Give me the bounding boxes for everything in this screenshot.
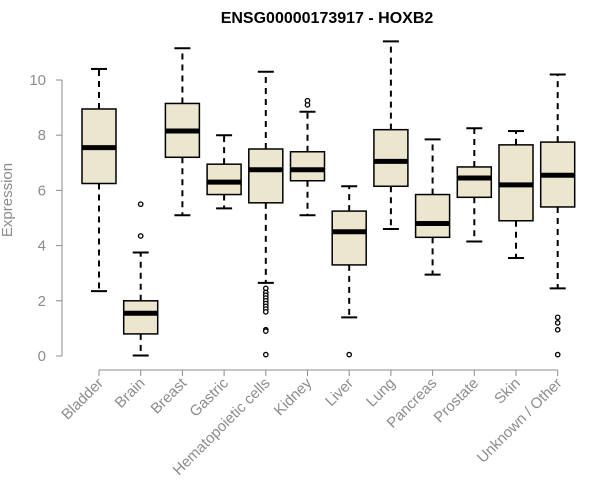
outlier-point [304, 97, 311, 104]
x-tick-label: Prostate [431, 375, 483, 427]
chart-title: ENSG00000173917 - HOXB2 [221, 10, 434, 27]
outlier-point [137, 201, 144, 208]
outlier-point [137, 233, 144, 239]
x-tick-label: Liver [322, 375, 357, 410]
x-tick-label: Breast [148, 374, 191, 417]
box-1 [122, 201, 159, 357]
box-iqr [331, 210, 367, 266]
outlier-point [554, 351, 561, 358]
box-5 [289, 97, 326, 217]
box-7 [373, 40, 409, 231]
x-tick-label: Brain [112, 375, 149, 412]
y-tick-label: 10 [29, 72, 46, 89]
y-tick-label: 8 [38, 127, 46, 144]
boxes-group [81, 40, 576, 358]
outlier-point [554, 320, 561, 326]
box-9 [456, 127, 493, 243]
box-iqr [206, 163, 242, 196]
y-tick-label: 0 [38, 348, 46, 365]
box-iqr [373, 128, 409, 188]
box-4 [248, 70, 284, 358]
y-tick-label: 2 [38, 293, 46, 310]
x-tick-label: Lung [363, 375, 399, 411]
box-10 [498, 130, 534, 260]
box-3 [206, 134, 242, 210]
box-8 [414, 138, 451, 276]
outlier-point [262, 328, 269, 335]
box-iqr [456, 166, 493, 199]
box-iqr [122, 300, 159, 335]
outlier-point [554, 326, 561, 333]
y-axis-label: Expression [0, 163, 16, 237]
box-iqr [289, 151, 326, 182]
box-0 [81, 67, 117, 293]
outlier-point [262, 351, 269, 358]
y-tick-label: 6 [38, 182, 46, 199]
y-tick-label: 4 [38, 238, 46, 255]
box-11 [539, 73, 576, 358]
box-6 [331, 185, 367, 358]
x-tick-label: Skin [491, 375, 524, 408]
outlier-point [346, 351, 353, 358]
box-iqr [248, 148, 284, 204]
y-axis: 0 2 4 6 8 10 [29, 72, 63, 365]
box-iqr [414, 193, 451, 239]
x-tick-label: Kidney [271, 374, 316, 419]
x-tick-label: Bladder [58, 375, 107, 424]
outlier-point [554, 314, 561, 321]
outlier-point [262, 308, 269, 315]
box-2 [164, 47, 201, 217]
